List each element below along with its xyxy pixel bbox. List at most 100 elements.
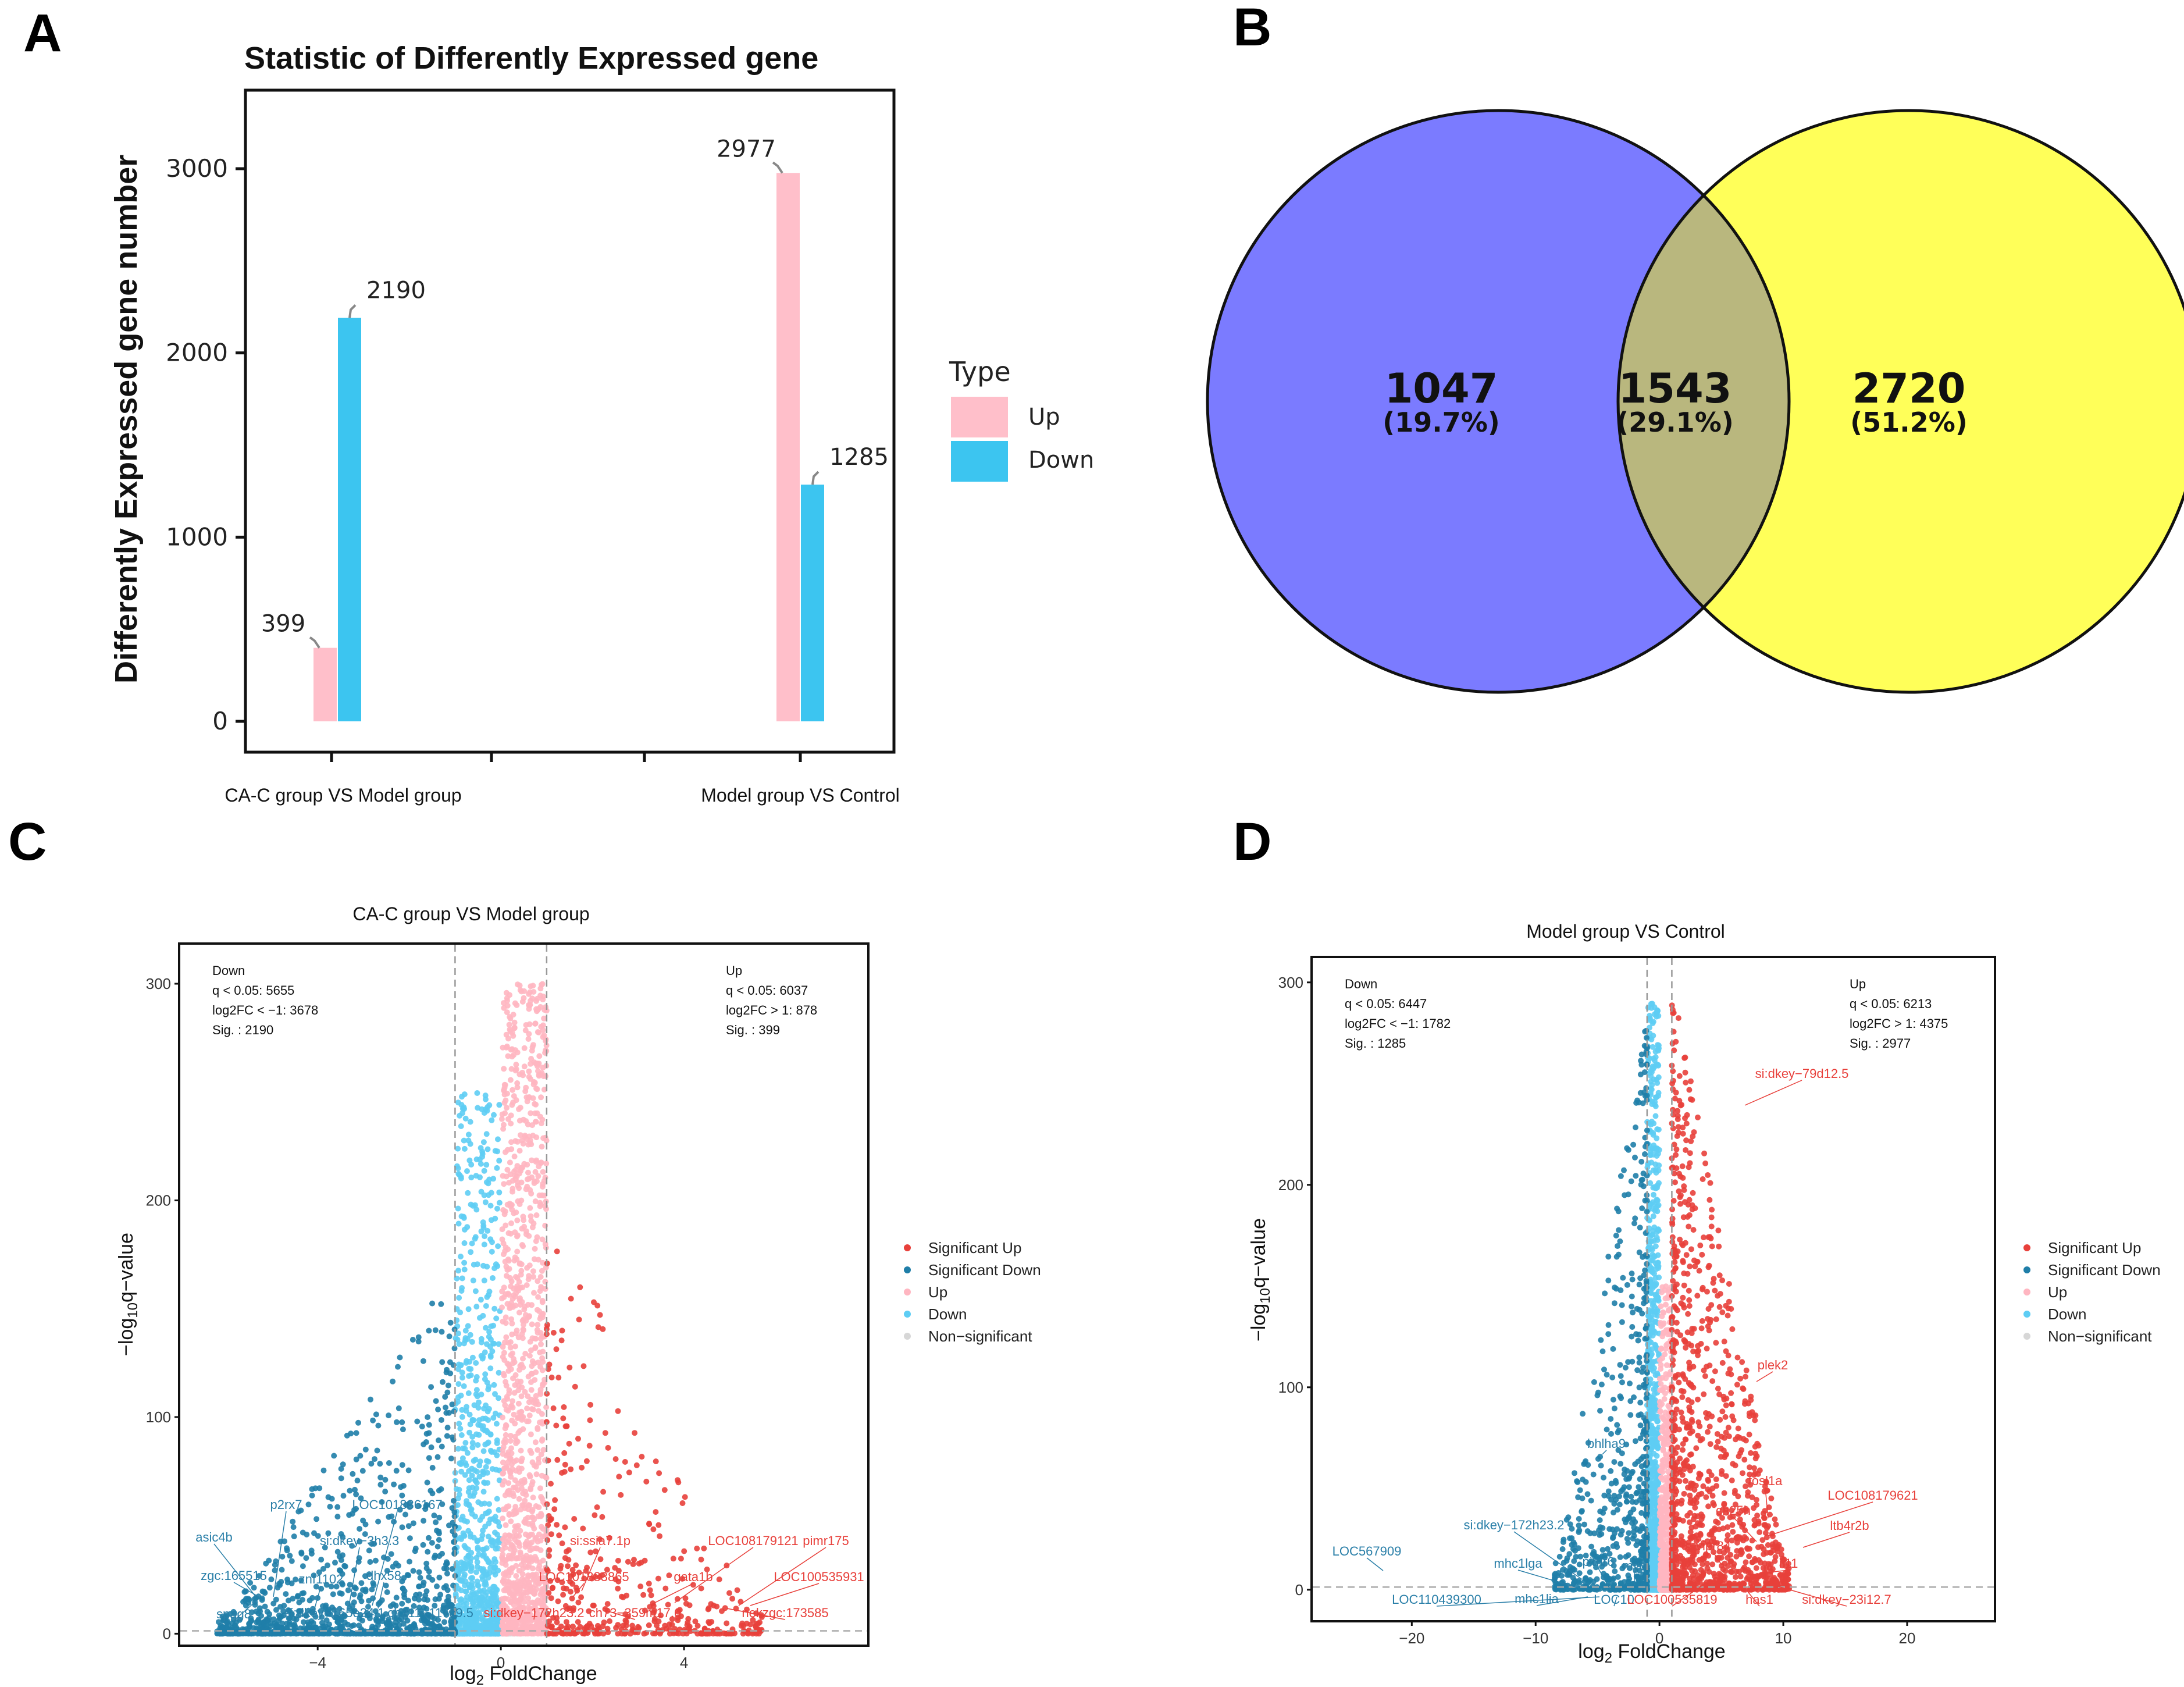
point-down <box>484 1556 490 1563</box>
point-down <box>484 1227 491 1234</box>
point-significant-down <box>372 1557 379 1564</box>
point-down <box>456 1341 462 1347</box>
point-significant-down <box>443 1404 448 1411</box>
point-up <box>526 1006 532 1012</box>
point-down <box>495 1519 501 1525</box>
bar-up <box>313 647 337 721</box>
point-significant-up <box>666 1572 672 1579</box>
point-down <box>1651 1191 1656 1198</box>
point-up <box>537 1547 544 1553</box>
point-significant-down <box>438 1417 444 1423</box>
point-down <box>475 1499 482 1506</box>
point-up <box>508 1278 515 1284</box>
point-up <box>534 1307 540 1313</box>
point-up <box>528 1056 535 1062</box>
point-down <box>460 1445 466 1451</box>
point-down <box>486 1329 493 1335</box>
point-significant-down <box>444 1571 450 1576</box>
point-significant-down <box>439 1443 445 1450</box>
point-significant-down <box>401 1588 408 1594</box>
point-significant-down <box>390 1378 396 1385</box>
point-down <box>464 1518 471 1525</box>
point-down <box>455 1220 462 1227</box>
point-down <box>484 1294 490 1300</box>
point-up <box>526 1021 533 1027</box>
point-significant-down <box>446 1333 453 1340</box>
point-up <box>507 1344 514 1351</box>
point-significant-down <box>432 1553 439 1559</box>
point-significant-up <box>567 1364 573 1371</box>
point-significant-down <box>426 1568 432 1575</box>
point-significant-down <box>382 1489 389 1494</box>
point-significant-up <box>597 1312 603 1318</box>
point-significant-down <box>360 1517 366 1524</box>
point-down <box>484 1429 491 1436</box>
point-significant-down <box>400 1426 406 1433</box>
point-down <box>480 1225 487 1231</box>
point-down <box>476 1315 483 1321</box>
point-down <box>482 1524 489 1530</box>
point-up <box>524 1183 530 1190</box>
point-up <box>526 1353 533 1359</box>
point-significant-down <box>279 1567 285 1573</box>
point-down <box>482 1349 488 1355</box>
point-up <box>522 1497 528 1504</box>
point-significant-down <box>436 1574 443 1581</box>
point-significant-up <box>559 1327 565 1334</box>
point-down <box>484 1264 490 1270</box>
point-up <box>516 1410 522 1416</box>
up-stat-line: log2FC > 1: 878 <box>726 1003 817 1017</box>
point-down <box>456 1486 462 1493</box>
point-up <box>523 1228 529 1234</box>
point-up <box>500 1482 506 1488</box>
point-significant-down <box>425 1549 431 1555</box>
point-significant-down <box>264 1608 270 1615</box>
point-up <box>531 1256 537 1262</box>
point-significant-down <box>351 1567 358 1574</box>
point-significant-down <box>420 1542 426 1548</box>
point-down <box>461 1383 467 1389</box>
point-up <box>500 1622 506 1629</box>
point-down <box>480 1489 487 1495</box>
point-down <box>466 1468 472 1474</box>
point-down <box>484 1458 490 1464</box>
point-significant-down <box>288 1580 295 1586</box>
up-stat-line: q < 0.05: 6037 <box>726 983 808 998</box>
point-significant-down <box>217 1631 223 1637</box>
point-down <box>483 1325 489 1331</box>
point-up <box>519 1384 525 1390</box>
down-stat-line: Sig. : 2190 <box>212 1023 273 1037</box>
point-down <box>457 1605 463 1611</box>
point-significant-up <box>650 1526 657 1532</box>
point-down <box>474 1468 480 1475</box>
point-significant-up <box>705 1606 711 1613</box>
point-significant-up <box>550 1405 557 1411</box>
point-down <box>482 1371 489 1378</box>
point-down <box>473 1391 479 1397</box>
point-up <box>499 1304 505 1311</box>
point-significant-down <box>423 1560 430 1567</box>
point-up <box>507 1546 514 1552</box>
point-significant-down <box>350 1471 356 1477</box>
venn-percent-right: (51.2%) <box>1850 407 1968 438</box>
legend-label: Significant Up <box>928 1239 1021 1257</box>
point-significant-down <box>444 1389 451 1396</box>
point-down <box>492 1148 498 1154</box>
point-down <box>479 1576 486 1582</box>
point-up <box>518 988 525 995</box>
point-significant-down <box>441 1565 447 1572</box>
point-up <box>500 1414 505 1421</box>
point-down <box>465 1190 471 1196</box>
point-up <box>525 1169 531 1176</box>
point-significant-down <box>259 1597 265 1603</box>
legend-label: Non−significant <box>928 1327 1032 1345</box>
point-up <box>539 1314 546 1321</box>
point-down <box>469 1339 475 1345</box>
point-down <box>455 1398 461 1405</box>
point-down <box>478 1161 484 1167</box>
legend-label: Up <box>928 1283 947 1301</box>
point-down <box>467 1493 473 1499</box>
point-down <box>492 1564 498 1571</box>
point-down <box>460 1561 466 1567</box>
point-down <box>493 1467 499 1473</box>
